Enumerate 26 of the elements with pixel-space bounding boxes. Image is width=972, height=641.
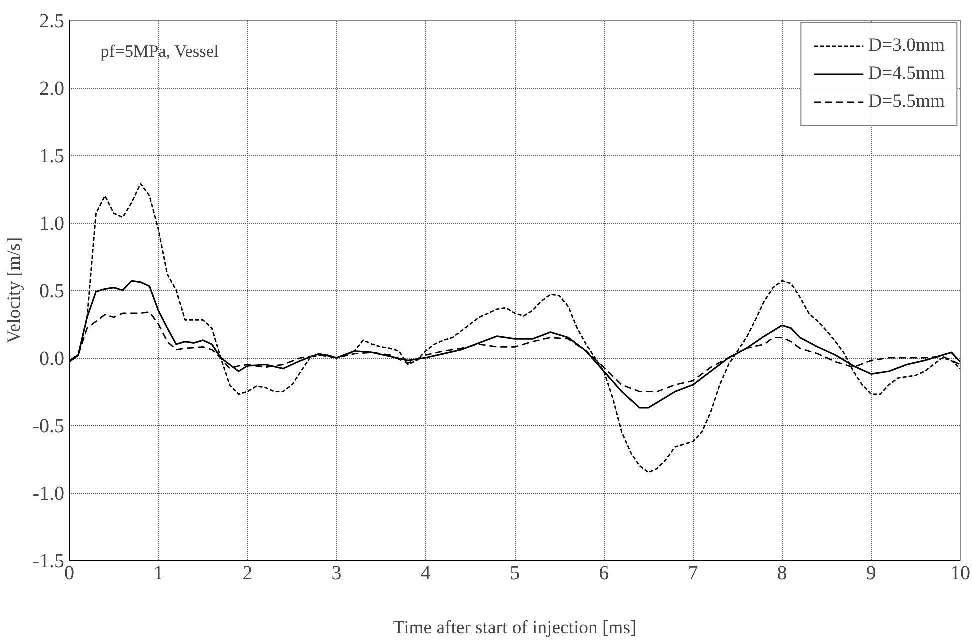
legend-label: D=4.5mm: [868, 63, 945, 85]
y-tick-label: 2.5: [40, 10, 64, 32]
x-tick-label: 5: [510, 562, 520, 584]
y-tick-label: 0.5: [40, 280, 64, 302]
legend-label: D=5.5mm: [868, 91, 945, 113]
x-tick-label: 10: [950, 562, 970, 584]
x-tick-label: 0: [64, 562, 74, 584]
y-tick-label: -1.5: [32, 550, 65, 572]
y-tick-label: 1.5: [40, 146, 64, 168]
x-tick-label: 2: [242, 562, 253, 584]
y-tick-label: 2.0: [40, 78, 64, 100]
y-axis-title: Velocity [m/s]: [4, 237, 25, 344]
annotation: pf=5MPa, Vessel: [100, 42, 220, 61]
y-tick-label: 0.0: [40, 348, 64, 370]
x-tick-label: 9: [866, 562, 876, 584]
legend-label: D=3.0mm: [868, 35, 945, 57]
x-tick-label: 7: [688, 562, 698, 584]
x-tick-label: 3: [332, 562, 342, 584]
y-tick-label: -0.5: [32, 416, 65, 438]
x-axis-title: Time after start of injection [ms]: [393, 618, 637, 638]
y-tick-label: -1.0: [32, 483, 65, 505]
x-tick-label: 4: [420, 562, 431, 584]
x-tick-label: 1: [154, 562, 164, 584]
y-tick-label: 1.0: [40, 213, 64, 235]
x-tick-label: 6: [599, 562, 610, 584]
x-tick-label: 8: [777, 562, 788, 584]
